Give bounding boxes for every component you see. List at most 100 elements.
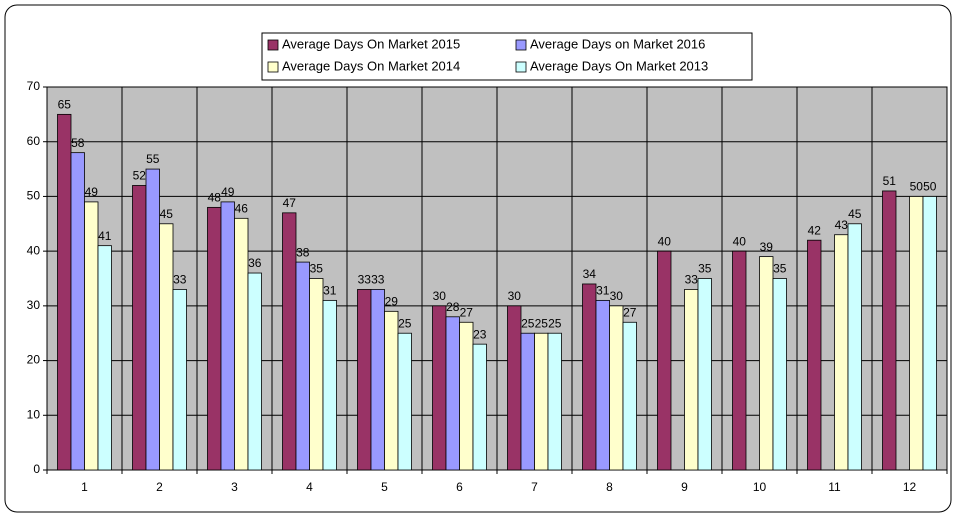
- y-tick-label: 10: [27, 407, 41, 421]
- data-label: 23: [473, 327, 487, 341]
- data-label: 50: [910, 180, 924, 194]
- bar: [282, 212, 297, 471]
- data-label: 35: [310, 262, 324, 276]
- bar: [234, 217, 249, 471]
- data-label: 31: [323, 284, 337, 298]
- bar: [432, 305, 447, 471]
- bar: [97, 245, 112, 471]
- bar: [595, 299, 610, 471]
- legend-label: Average Days On Market 2014: [282, 58, 460, 73]
- x-tick-label: 5: [381, 480, 388, 494]
- data-label: 58: [71, 136, 85, 150]
- bar: [370, 289, 385, 471]
- bar: [70, 152, 85, 471]
- bar: [622, 321, 637, 471]
- bar: [657, 250, 672, 471]
- x-tick-label: 3: [231, 480, 238, 494]
- x-tick-label: 1: [81, 480, 88, 494]
- data-label: 33: [173, 273, 187, 287]
- legend-swatch: [267, 61, 279, 73]
- bar: [922, 196, 937, 471]
- bar: [207, 206, 222, 471]
- bar: [684, 289, 699, 471]
- data-label: 39: [760, 240, 774, 254]
- data-label: 42: [808, 223, 822, 237]
- data-label: 38: [296, 245, 310, 259]
- bar: [145, 168, 160, 471]
- bar: [132, 185, 147, 471]
- bar: [472, 343, 487, 471]
- data-label: 43: [835, 218, 849, 232]
- data-label: 25: [548, 316, 562, 330]
- legend-swatch: [515, 39, 527, 51]
- bar: [807, 239, 822, 471]
- bar: [547, 332, 562, 471]
- data-label: 40: [733, 234, 747, 248]
- bar: [295, 261, 310, 471]
- bar: [247, 272, 262, 471]
- bar: [384, 310, 399, 471]
- legend-box: [261, 32, 753, 81]
- bar: [397, 332, 412, 471]
- bar: [534, 332, 549, 471]
- data-label: 50: [923, 180, 937, 194]
- legend-swatch: [267, 39, 279, 51]
- bar: [847, 223, 862, 471]
- y-tick-label: 20: [27, 353, 41, 367]
- data-label: 33: [371, 273, 385, 287]
- data-label: 27: [460, 305, 474, 319]
- bar: [732, 250, 747, 471]
- data-label: 27: [623, 305, 637, 319]
- data-label: 25: [521, 316, 535, 330]
- data-label: 49: [221, 185, 235, 199]
- data-label: 25: [535, 316, 549, 330]
- x-tick-label: 7: [531, 480, 538, 494]
- data-label: 35: [773, 262, 787, 276]
- bar: [459, 321, 474, 471]
- x-tick-label: 12: [903, 480, 917, 494]
- data-label: 65: [58, 98, 72, 112]
- data-label: 30: [433, 289, 447, 303]
- data-label: 45: [848, 207, 862, 221]
- data-label: 36: [248, 256, 262, 270]
- x-tick-label: 4: [306, 480, 313, 494]
- bar: [520, 332, 535, 471]
- bar: [582, 283, 597, 471]
- legend-label: Average Days on Market 2016: [530, 36, 705, 51]
- bar: [507, 305, 522, 471]
- data-label: 33: [358, 273, 372, 287]
- bar: [357, 289, 372, 471]
- bar: [834, 234, 849, 471]
- data-label: 34: [583, 267, 597, 281]
- y-tick-label: 0: [33, 462, 40, 476]
- legend-label: Average Days On Market 2013: [530, 58, 708, 73]
- data-label: 25: [398, 316, 412, 330]
- x-tick-label: 10: [753, 480, 767, 494]
- data-label: 30: [508, 289, 522, 303]
- bar: [909, 196, 924, 471]
- data-label: 31: [596, 284, 610, 298]
- data-label: 46: [235, 201, 249, 215]
- data-label: 48: [208, 191, 222, 205]
- data-label: 35: [698, 262, 712, 276]
- x-tick-label: 6: [456, 480, 463, 494]
- bar: [57, 113, 72, 471]
- bar: [882, 190, 897, 471]
- bar: [84, 201, 99, 471]
- bar: [609, 305, 624, 471]
- data-label: 52: [133, 169, 147, 183]
- y-tick-label: 60: [27, 134, 41, 148]
- data-label: 49: [85, 185, 99, 199]
- bar: [697, 278, 712, 471]
- data-label: 47: [283, 196, 297, 210]
- y-tick-label: 70: [27, 79, 41, 93]
- x-tick-label: 8: [606, 480, 613, 494]
- legend-label: Average Days On Market 2015: [282, 36, 460, 51]
- data-label: 33: [685, 273, 699, 287]
- bar: [445, 316, 460, 471]
- data-label: 40: [658, 234, 672, 248]
- bar: [172, 289, 187, 471]
- x-tick-label: 11: [828, 480, 841, 494]
